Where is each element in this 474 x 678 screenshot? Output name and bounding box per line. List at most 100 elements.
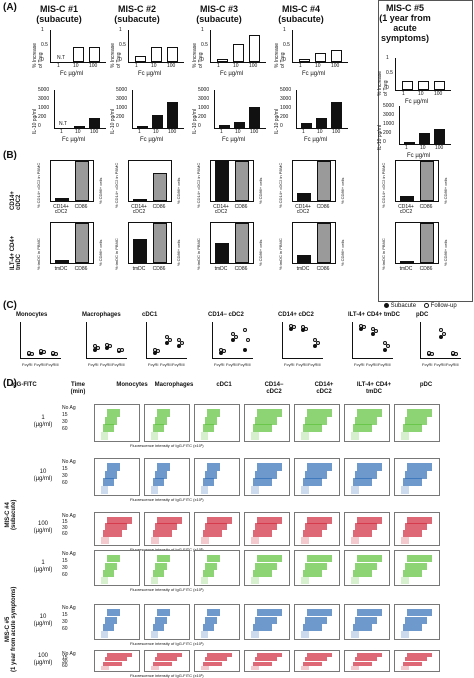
panel-b-bar <box>133 239 147 263</box>
panel-c-point <box>165 341 169 345</box>
il10-bar <box>152 115 163 128</box>
histogram-peak <box>351 537 359 544</box>
histogram-panel <box>144 604 190 640</box>
histogram-peak <box>201 486 208 494</box>
histogram-panel <box>244 404 290 442</box>
panel-b-xtick: tmDC <box>399 266 413 272</box>
il10-bar <box>419 133 430 144</box>
histogram-panel <box>244 458 290 496</box>
treg-xtick: 1 <box>135 63 138 69</box>
panel-c-xtick: FcγRII <box>434 362 446 367</box>
treg-bar <box>299 59 310 62</box>
panel-c-xtick: FcγRIII <box>238 362 251 367</box>
panel-c-xtick: FcγRI <box>88 362 99 367</box>
histogram-peak <box>355 416 377 425</box>
panel-c-point <box>243 328 247 332</box>
histogram-peak <box>305 616 327 624</box>
histogram-peak <box>251 486 259 494</box>
panel-b-chart-axes <box>210 222 254 264</box>
il10-xtick: 10 <box>420 145 426 151</box>
treg-bar <box>167 47 178 62</box>
treg-ytick: 0 <box>386 85 389 91</box>
histogram-peak <box>105 562 117 570</box>
histogram-panel <box>394 458 440 496</box>
patient5-label: MIS-C #5 (1 year from acute symptoms) <box>5 586 17 672</box>
treg-bar <box>217 59 228 62</box>
time-label: 60 <box>62 663 68 669</box>
histogram-peak <box>207 409 220 418</box>
histogram-peak <box>107 652 132 657</box>
panel-d-header: CD14− cDC2 <box>264 382 284 395</box>
panel-c-point <box>153 348 157 352</box>
panel-b-right-ylabel: % CD86+ cells <box>258 239 263 266</box>
histogram-peak <box>305 523 327 531</box>
treg-bar <box>315 53 326 62</box>
histogram-panel <box>294 458 340 496</box>
histogram-peak <box>205 523 227 531</box>
il10-xtick: 10 <box>235 129 241 135</box>
il10-chart-axes <box>132 90 184 129</box>
histogram-panel <box>344 512 390 546</box>
panel-b-left-ylabel: % tmDC in PBMC <box>36 238 41 270</box>
panel-c-point <box>374 329 378 333</box>
panel-b-xtick: CD86 <box>316 266 330 272</box>
panel-c-point <box>117 348 121 352</box>
il10-ytick: 5000 <box>198 87 210 93</box>
panel-c-point <box>93 344 97 348</box>
histogram-peak <box>305 562 327 570</box>
time-label: 60 <box>62 480 68 486</box>
histogram-peak <box>355 562 377 570</box>
treg-ytick: 0 <box>201 57 204 63</box>
histogram-panel <box>244 550 290 586</box>
panel-c-xtick: FcγRII <box>366 362 378 367</box>
il10-bar <box>249 107 260 128</box>
panel-b-bar <box>153 173 167 201</box>
treg-ytick: 0.5 <box>283 42 290 48</box>
panel-c-xtick: FcγRI <box>422 362 433 367</box>
il10-xtick: 10 <box>153 129 159 135</box>
il10-ytick: 5000 <box>383 103 395 109</box>
histogram-peak <box>405 562 427 570</box>
il10-ytick: 200 <box>280 114 289 120</box>
il10-xtick: 1 <box>60 129 63 135</box>
histogram-peak <box>255 523 277 531</box>
histogram-peak <box>151 486 158 494</box>
histogram-peak <box>401 537 409 544</box>
panel-c-point <box>219 348 223 352</box>
histogram-peak <box>351 666 359 670</box>
time-label: 30 <box>62 473 68 479</box>
histogram-panel <box>194 512 240 546</box>
treg-xtick: 10 <box>73 63 79 69</box>
panel-b-label: (B) <box>3 150 17 161</box>
histogram-panel <box>194 458 240 496</box>
il10-ytick: 200 <box>383 130 392 136</box>
treg-chart-axes <box>210 30 266 63</box>
panel-c-xtick: FcγRI <box>214 362 225 367</box>
time-label: 15 <box>62 466 68 472</box>
histogram-peak <box>401 432 409 440</box>
treg-xlabel: Fc µg/ml <box>138 71 162 77</box>
histogram-peak <box>155 470 167 479</box>
il10-ytick: 200 <box>198 114 207 120</box>
panel-c-axes <box>20 322 61 359</box>
histogram-peak <box>257 609 282 617</box>
dose-label: 1 (µg/ml) <box>33 415 53 428</box>
panel-b-xtick: CD86 <box>74 204 88 210</box>
il10-ytick: 0 <box>198 123 201 129</box>
histogram-peak <box>407 609 432 617</box>
time-label: 60 <box>62 572 68 578</box>
treg-bar <box>249 35 260 62</box>
panel-c-point <box>289 324 293 328</box>
panel-b-xtick: CD14+ cDC2 <box>398 204 414 215</box>
panel-c-point <box>451 351 455 355</box>
histogram-peak <box>253 530 272 538</box>
histogram-peak <box>101 577 108 584</box>
panel-c-label: (C) <box>3 300 17 311</box>
time-label: 15 <box>62 655 68 661</box>
panel-c-xtick: FcγRI <box>354 362 365 367</box>
panel-b-bar <box>297 255 311 263</box>
panel-c-point <box>313 338 317 342</box>
histogram-peak <box>151 666 159 670</box>
histogram-peak <box>157 555 170 563</box>
histogram-peak <box>107 516 132 524</box>
